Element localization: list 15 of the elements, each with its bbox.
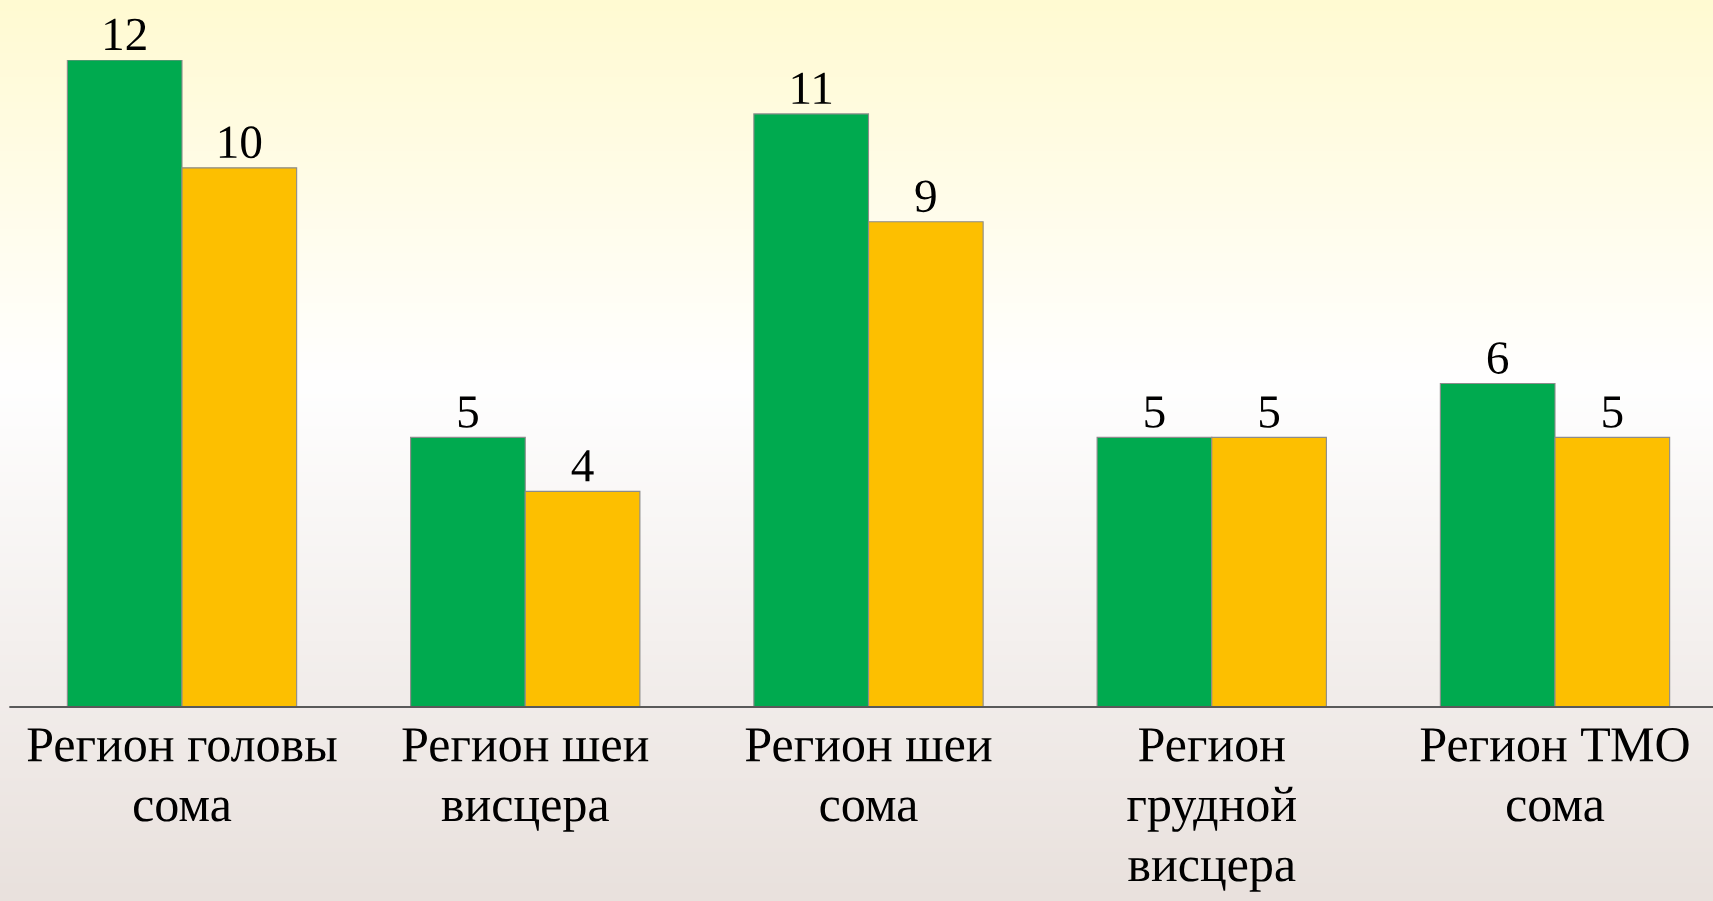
data-label: 5 bbox=[1603, 396, 1623, 428]
data-label: 9 bbox=[915, 180, 936, 213]
x-tick-label: Регион головы сома bbox=[27, 728, 337, 822]
data-label: 11 bbox=[792, 72, 832, 104]
data-label: 12 bbox=[105, 18, 146, 50]
data-label: 5 bbox=[1145, 396, 1165, 428]
x-tick-label: Регион ТМО сома bbox=[1420, 728, 1689, 822]
data-label: 6 bbox=[1487, 342, 1509, 374]
data-label: 5 bbox=[458, 396, 478, 428]
data-label: 5 bbox=[1260, 396, 1280, 428]
data-label: 4 bbox=[571, 450, 594, 482]
x-tick-label: Регион грудной висцера bbox=[1127, 728, 1296, 892]
x-tick-label: Регион шеи висцера bbox=[402, 728, 649, 832]
x-tick-label: Регион шеи сома bbox=[745, 728, 992, 822]
data-label: 10 bbox=[219, 126, 262, 159]
